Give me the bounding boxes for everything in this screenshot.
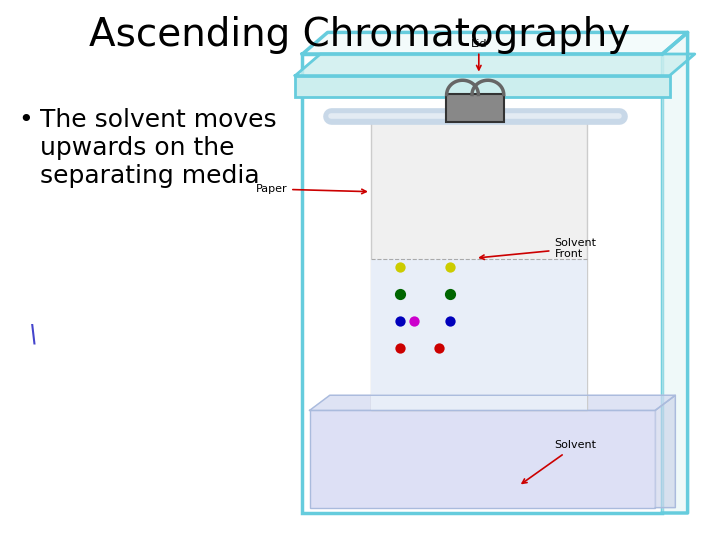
Text: Ascending Chromatography: Ascending Chromatography	[89, 16, 631, 54]
Point	[408, 317, 420, 326]
FancyBboxPatch shape	[295, 76, 670, 97]
Point	[394, 290, 405, 299]
Point	[394, 263, 405, 272]
FancyBboxPatch shape	[371, 113, 587, 410]
FancyBboxPatch shape	[446, 94, 504, 122]
Polygon shape	[655, 395, 675, 508]
Point	[394, 344, 405, 353]
Text: \: \	[29, 323, 37, 347]
Point	[433, 344, 445, 353]
Point	[444, 263, 456, 272]
Polygon shape	[662, 32, 688, 513]
Text: Paper: Paper	[256, 184, 366, 194]
Point	[444, 317, 456, 326]
Polygon shape	[310, 395, 675, 410]
Point	[444, 290, 456, 299]
Polygon shape	[295, 54, 695, 76]
Text: •: •	[18, 108, 32, 132]
FancyBboxPatch shape	[310, 410, 655, 508]
Text: The solvent moves
upwards on the
separating media: The solvent moves upwards on the separat…	[40, 108, 276, 187]
Point	[394, 317, 405, 326]
Polygon shape	[302, 32, 688, 54]
Text: Lid: Lid	[471, 38, 487, 70]
FancyBboxPatch shape	[371, 259, 587, 410]
Text: Solvent
Front: Solvent Front	[480, 238, 596, 259]
Text: Solvent: Solvent	[522, 441, 596, 483]
